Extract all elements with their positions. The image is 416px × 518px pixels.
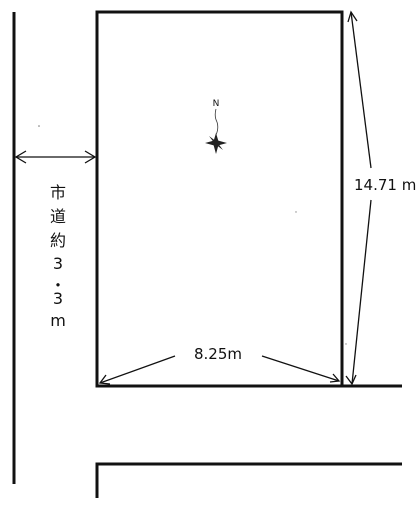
scan-speck [38, 125, 40, 127]
compass-needle-line [214, 108, 219, 136]
road-label-char: 3 [53, 289, 63, 308]
road-label: 市 道 約 3 ・ 3 m [50, 183, 66, 330]
compass-north-label: N [213, 99, 220, 109]
frontage-dimension-label: 8.25m [194, 345, 242, 363]
road-label-char: 道 [50, 207, 66, 226]
road-label-char: 市 [50, 183, 66, 202]
frontage-arrow [98, 355, 341, 385]
road-label-char: ・ [50, 276, 66, 295]
lot-boundary [95, 10, 344, 388]
road-label-char: 約 [50, 231, 66, 250]
depth-arrow [345, 10, 372, 386]
scan-speck [345, 343, 347, 345]
compass: N [205, 99, 227, 154]
scan-speck [295, 211, 297, 213]
road-width-arrow [14, 150, 97, 164]
depth-dimension-label: 14.71 m [354, 176, 416, 194]
adjacent-block-corner [95, 462, 402, 498]
road-label-char: 3 [53, 254, 63, 273]
road-label-char: m [50, 311, 66, 330]
compass-star-icon [205, 133, 227, 154]
